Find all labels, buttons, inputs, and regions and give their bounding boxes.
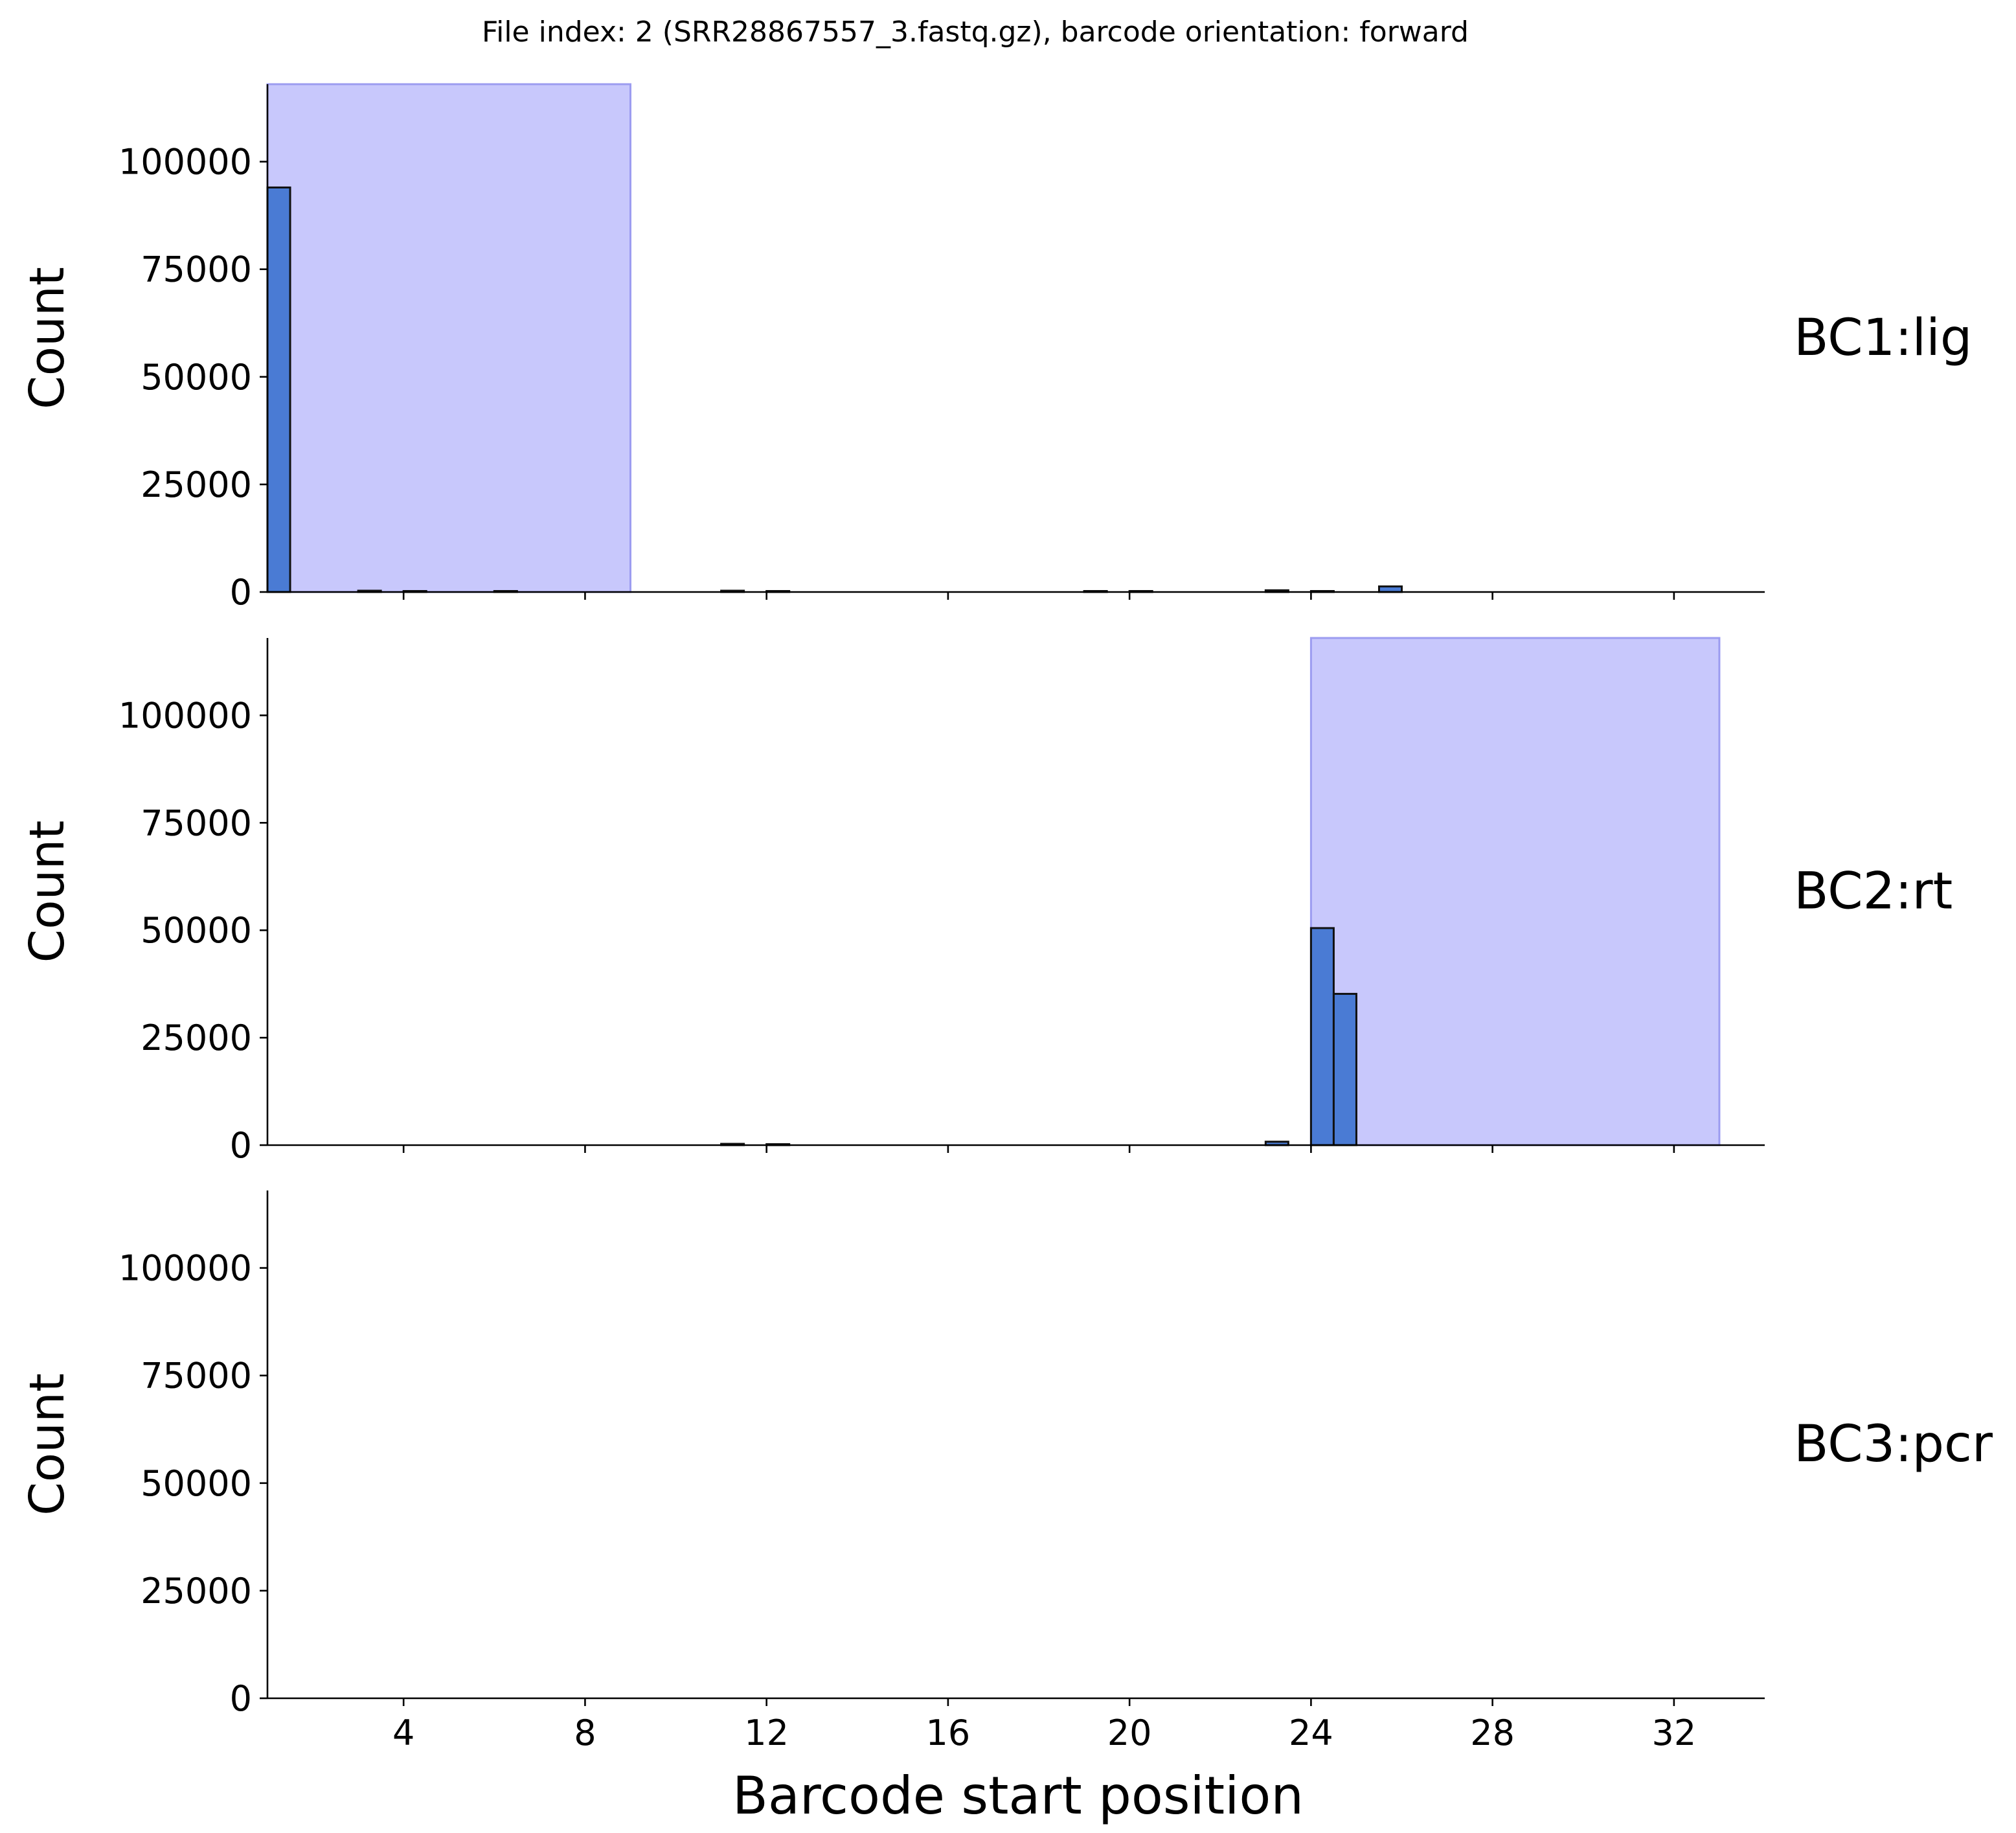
x-tick-label: 16 <box>926 1713 971 1753</box>
y-tick-label: 50000 <box>141 357 252 398</box>
x-tick-label: 8 <box>574 1713 596 1753</box>
y-axis-label: Count <box>19 267 75 409</box>
barcode-region <box>266 83 631 593</box>
x-tick-label: 20 <box>1107 1713 1152 1753</box>
panel-bc2-rt: 0 25000 50000 75000 100000 Count BC2:rt <box>19 637 1953 1166</box>
y-tick-label: 100000 <box>119 1248 252 1289</box>
barcode-region <box>1309 637 1721 1146</box>
y-tick-label: 50000 <box>141 1463 252 1504</box>
panel-row-label: BC2:rt <box>1794 863 1953 921</box>
panel-bc1-lig: 0 25000 50000 75000 100000 Count BC1:lig <box>19 83 1972 613</box>
x-axis-label: Barcode start position <box>732 1766 1304 1826</box>
histogram-bar <box>266 186 291 593</box>
y-axis-label: Count <box>19 1373 75 1516</box>
panel-row-label: BC3:pcr <box>1794 1415 1993 1474</box>
y-tick-label: 0 <box>230 572 252 613</box>
panel-row-label: BC1:lig <box>1794 309 1972 367</box>
y-tick-label: 100000 <box>119 142 252 183</box>
y-tick-label: 75000 <box>141 803 252 843</box>
x-tick-label: 4 <box>392 1713 414 1753</box>
y-tick-label: 50000 <box>141 910 252 951</box>
y-tick-label: 75000 <box>141 1356 252 1396</box>
y-tick-label: 25000 <box>141 464 252 505</box>
histogram-bar <box>1332 992 1357 1146</box>
y-tick-label: 25000 <box>141 1018 252 1058</box>
x-tick-label: 32 <box>1652 1713 1697 1753</box>
y-tick-label: 25000 <box>141 1571 252 1611</box>
y-tick-label: 0 <box>230 1678 252 1719</box>
x-tick-label: 24 <box>1289 1713 1333 1753</box>
figure-title: File index: 2 (SRR28867557_3.fastq.gz), … <box>482 16 1469 49</box>
y-tick-label: 100000 <box>119 695 252 736</box>
y-tick-label: 75000 <box>141 249 252 290</box>
y-tick-label: 0 <box>230 1125 252 1166</box>
y-axis-label: Count <box>19 821 75 963</box>
histogram-bar <box>1309 927 1335 1146</box>
panel-bc3-pcr: 0 25000 50000 75000 100000 4 8 12 16 20 24 28 32 Coun… <box>19 1190 1993 1753</box>
x-tick-label: 28 <box>1470 1713 1515 1753</box>
x-tick-label: 12 <box>744 1713 789 1753</box>
